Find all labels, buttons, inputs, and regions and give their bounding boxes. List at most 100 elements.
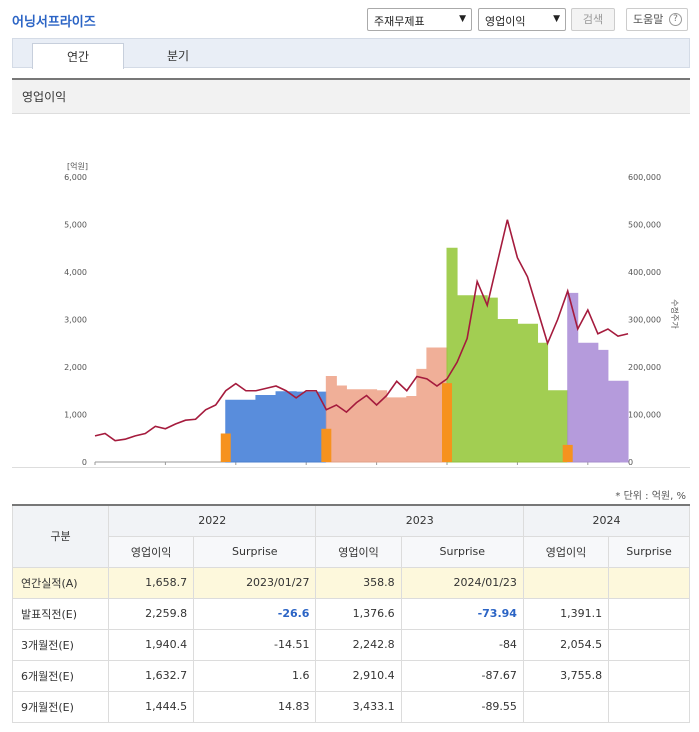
row-label: 연간실적(A) (12, 566, 109, 599)
left-tick-label: 0 (82, 458, 87, 467)
x-tick-label: 24/02 (576, 467, 599, 468)
table-cell: 1,376.6 (315, 597, 402, 630)
left-tick-label: 6,000 (64, 173, 87, 182)
right-tick-label: 300,000 (628, 316, 661, 325)
price-line (94, 219, 629, 442)
table-cell: -87.67 (400, 659, 524, 692)
table-cell: -89.55 (400, 690, 524, 723)
x-tick-label: 21/03 (224, 467, 247, 468)
chevron-down-icon: ▼ (459, 14, 466, 24)
left-tick-label: 1,000 (64, 411, 87, 420)
table-cell (608, 597, 690, 630)
sub-header: Surprise (608, 535, 690, 568)
row-label: 9개월전(E) (12, 690, 109, 723)
table-cell: 3,755.8 (522, 659, 610, 692)
table-row: 9개월전(E) 1,444.5 14.83 3,433.1 -89.55 (12, 690, 690, 723)
page-title: 어닝서프라이즈 (12, 15, 96, 30)
x-tick-label: 22/12 (435, 467, 458, 468)
table-cell: -84 (400, 628, 524, 661)
metric-value: 영업이익 (485, 15, 526, 28)
top-bar: 어닝서프라이즈 주재무제표 ▼ 영업이익 ▼ 검색 도움말 ? (0, 0, 699, 40)
table-cell (608, 690, 690, 723)
table-cell: -14.51 (193, 628, 317, 661)
right-tick-label: 100,000 (628, 411, 661, 420)
section-title: 영업이익 (12, 80, 690, 114)
earnings-chart: 6,000 5,000 4,000 3,000 2,000 1,000 0 600,000 50… (64, 161, 680, 493)
table-cell (608, 566, 690, 599)
tab-annual[interactable]: 연간 (32, 43, 124, 69)
table-row: 발표직전(E) 2,259.8 -26.6 1,376.6 -73.94 1,391.1 (12, 597, 690, 630)
sub-header: Surprise (400, 535, 524, 568)
left-tick-label: 3,000 (64, 316, 87, 325)
right-tick-label: 400,000 (628, 268, 661, 277)
chevron-down-icon: ▼ (553, 14, 560, 24)
x-tick-label: 21/10 (295, 467, 318, 468)
right-tick-label: 500,000 (628, 221, 661, 230)
help-label: 도움말 (633, 13, 664, 26)
table-cell: 358.8 (315, 566, 402, 599)
year-header: 2023 (315, 504, 524, 537)
unit-note: * 단위 : 억원, % (615, 491, 686, 502)
table-row: 3개월전(E) 1,940.4 -14.51 2,242.8 -84 2,054.5 (12, 628, 690, 661)
year-header: 2022 (107, 504, 317, 537)
metric-select[interactable]: 영업이익 ▼ (478, 8, 566, 31)
search-button[interactable]: 검색 (571, 8, 615, 31)
surprise-table: 구분 2022 2023 2024 영업이익 Surprise 영업이익 Sur… (12, 504, 691, 723)
left-tick-label: 4,000 (64, 268, 87, 277)
table-cell: 2023/01/27 (193, 566, 317, 599)
estimate-area-2021 (225, 391, 327, 463)
sub-header: 영업이익 (107, 535, 195, 568)
actual-bar-2021 (220, 433, 231, 462)
left-tick-label: 5,000 (64, 221, 87, 230)
row-label: 발표직전(E) (12, 597, 109, 630)
statement-type-value: 주재무제표 (374, 15, 425, 28)
table-cell: 1.6 (193, 659, 317, 692)
x-tick-label: 20/01 (83, 467, 106, 468)
estimate-area-2023 (446, 247, 569, 463)
table-cell (608, 628, 690, 661)
right-tick-label: 200,000 (628, 363, 661, 372)
col-group-header: 구분 (12, 504, 109, 568)
table-cell: 2,910.4 (315, 659, 402, 692)
table-row: 6개월전(E) 1,632.7 1.6 2,910.4 -87.67 3,755.8 (12, 659, 690, 692)
table-cell: 1,940.4 (107, 628, 195, 661)
table-cell: 14.83 (193, 690, 317, 723)
table-cell: 3,433.1 (315, 690, 402, 723)
help-button[interactable]: 도움말 ? (626, 8, 688, 31)
actual-bar-2024 (562, 444, 573, 462)
table-row: 연간실적(A) 1,658.7 2023/01/27 358.8 2024/01/23 (12, 566, 690, 599)
table-cell: 2,054.5 (522, 628, 610, 661)
table-cell (608, 659, 690, 692)
table-cell: 1,658.7 (107, 566, 195, 599)
row-label: 6개월전(E) (12, 659, 109, 692)
sub-header: 영업이익 (522, 535, 610, 568)
left-tick-label: 2,000 (64, 363, 87, 372)
chart-section: 영업이익 6,000 5,000 4,000 3,000 2,000 1,000 0 600,… (12, 78, 690, 493)
table-cell: 2,259.8 (107, 597, 195, 630)
right-tick-label: 600,000 (628, 173, 661, 182)
table-cell: 2024/01/23 (400, 566, 524, 599)
table-cell: 1,391.1 (522, 597, 610, 630)
x-tick-label: 22/05 (365, 467, 388, 468)
sub-header: Surprise (193, 535, 317, 568)
table-cell: -26.6 (193, 597, 317, 630)
tab-quarterly[interactable]: 분기 (166, 49, 190, 63)
period-tabs: 연간 분기 (12, 38, 690, 69)
statement-type-select[interactable]: 주재무제표 ▼ (367, 8, 472, 31)
actual-bar-2022 (321, 428, 332, 462)
year-header: 2024 (522, 504, 691, 537)
x-tick-label: 23/07 (506, 467, 529, 468)
estimate-area-2024 (567, 292, 629, 463)
table-cell (522, 690, 610, 723)
right-tick-label: 0 (628, 458, 633, 467)
right-axis-label: 수정주가 (670, 299, 680, 329)
table-cell: 1,444.5 (107, 690, 195, 723)
table-cell: 2,242.8 (315, 628, 402, 661)
actual-bar-2023 (442, 383, 453, 462)
sub-header: 영업이익 (315, 535, 402, 568)
table-cell: 1,632.7 (107, 659, 195, 692)
estimate-area-2022 (325, 347, 448, 463)
question-icon: ? (669, 13, 682, 26)
x-tick-label: 20/08 (154, 467, 177, 468)
row-label: 3개월전(E) (12, 628, 109, 661)
